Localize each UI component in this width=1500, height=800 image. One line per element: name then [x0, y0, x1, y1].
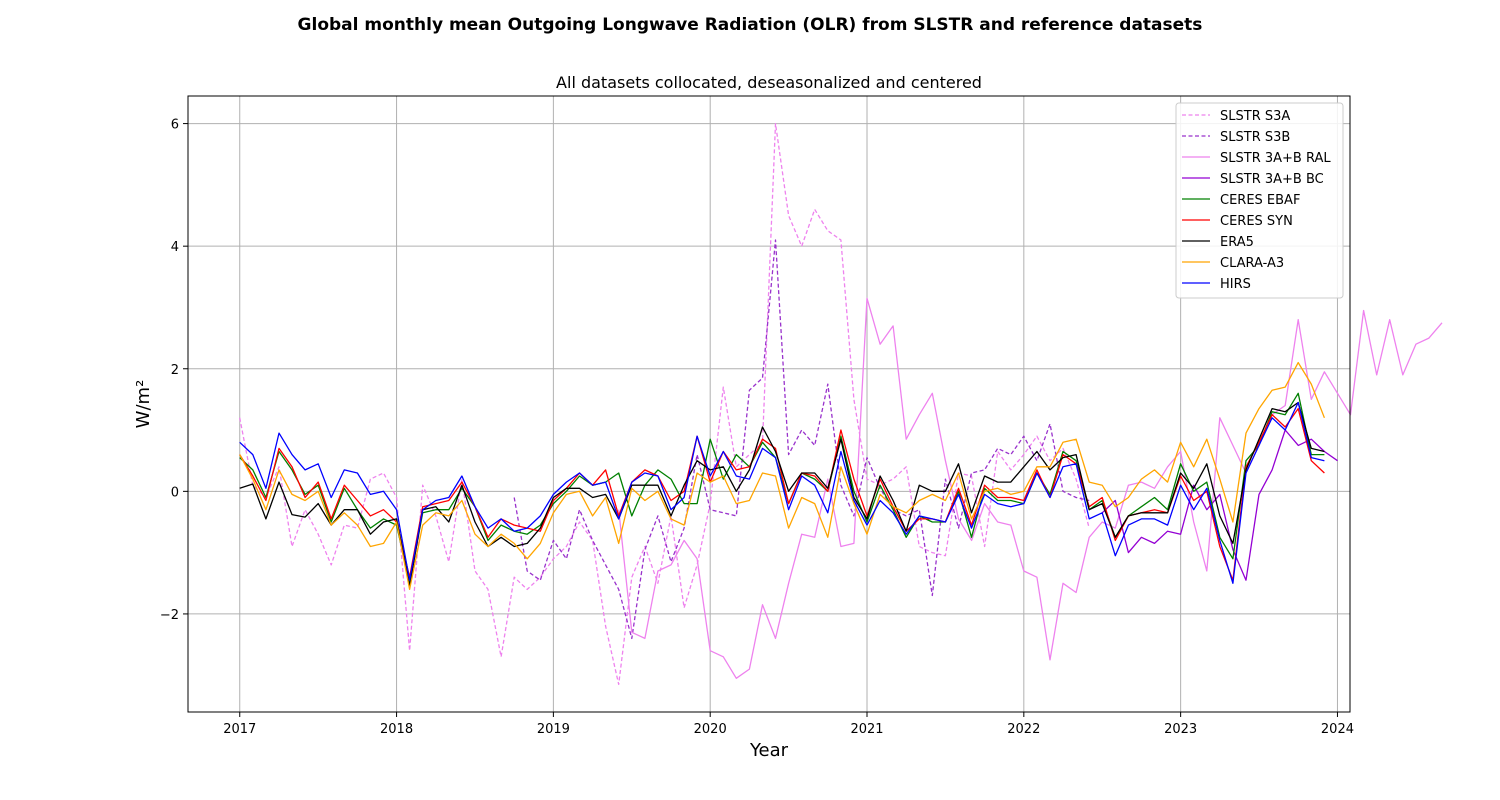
legend-box [1175, 102, 1344, 299]
x-tick-label: 2024 [1321, 722, 1354, 737]
chart-title: Global monthly mean Outgoing Longwave Ra… [298, 15, 1203, 35]
series-line-slstr-s3a [239, 122, 1090, 686]
x-tick-label: 2021 [850, 722, 883, 737]
legend-label: SLSTR S3A [1220, 109, 1290, 124]
plot-frame [187, 95, 1351, 713]
x-tick-label: 2019 [537, 722, 570, 737]
chart-subtitle: All datasets collocated, deseasonalized … [556, 73, 982, 92]
series-line-clara-a3 [239, 361, 1326, 591]
legend: SLSTR S3A SLSTR S3B SLSTR 3A+B RAL SLSTR 3A… [1175, 102, 1344, 299]
x-tick-label: 2020 [694, 722, 727, 737]
x-tick-label: 2022 [1007, 722, 1040, 737]
y-tick-label: 6 [171, 118, 179, 133]
legend-label: CERES EBAF [1220, 193, 1300, 208]
x-tick-label: 2018 [380, 722, 413, 737]
grid-lines [188, 96, 1350, 712]
x-axis-label: Year [749, 740, 789, 761]
legend-label: ERA5 [1220, 235, 1254, 250]
x-tick-label: 2017 [223, 722, 256, 737]
legend-label: HIRS [1220, 277, 1251, 292]
y-tick-label: 2 [171, 363, 179, 378]
legend-label: CLARA-A3 [1220, 256, 1284, 271]
legend-label: SLSTR 3A+B BC [1220, 172, 1324, 187]
series-line-slstr-s3b [513, 239, 1090, 640]
legend-label: CERES SYN [1220, 214, 1293, 229]
y-tick-label: 4 [171, 240, 179, 255]
y-axis-ticks: −2 0 2 4 6 [160, 118, 188, 623]
series-line-hirs [239, 401, 1325, 584]
x-axis-ticks: 2017 2018 2019 2020 2021 2022 2023 2024 [223, 712, 1354, 737]
x-tick-label: 2023 [1164, 722, 1197, 737]
series-line-slstr-3a-b-bc [1101, 429, 1338, 581]
y-axis-label: W/m² [133, 380, 154, 429]
y-tick-label: 0 [171, 485, 179, 500]
series-line-slstr-3a-b-ral [618, 297, 1443, 679]
legend-label: SLSTR 3A+B RAL [1220, 151, 1331, 166]
y-tick-label: −2 [160, 608, 179, 623]
legend-label: SLSTR S3B [1220, 130, 1290, 145]
series-layer [239, 122, 1443, 686]
